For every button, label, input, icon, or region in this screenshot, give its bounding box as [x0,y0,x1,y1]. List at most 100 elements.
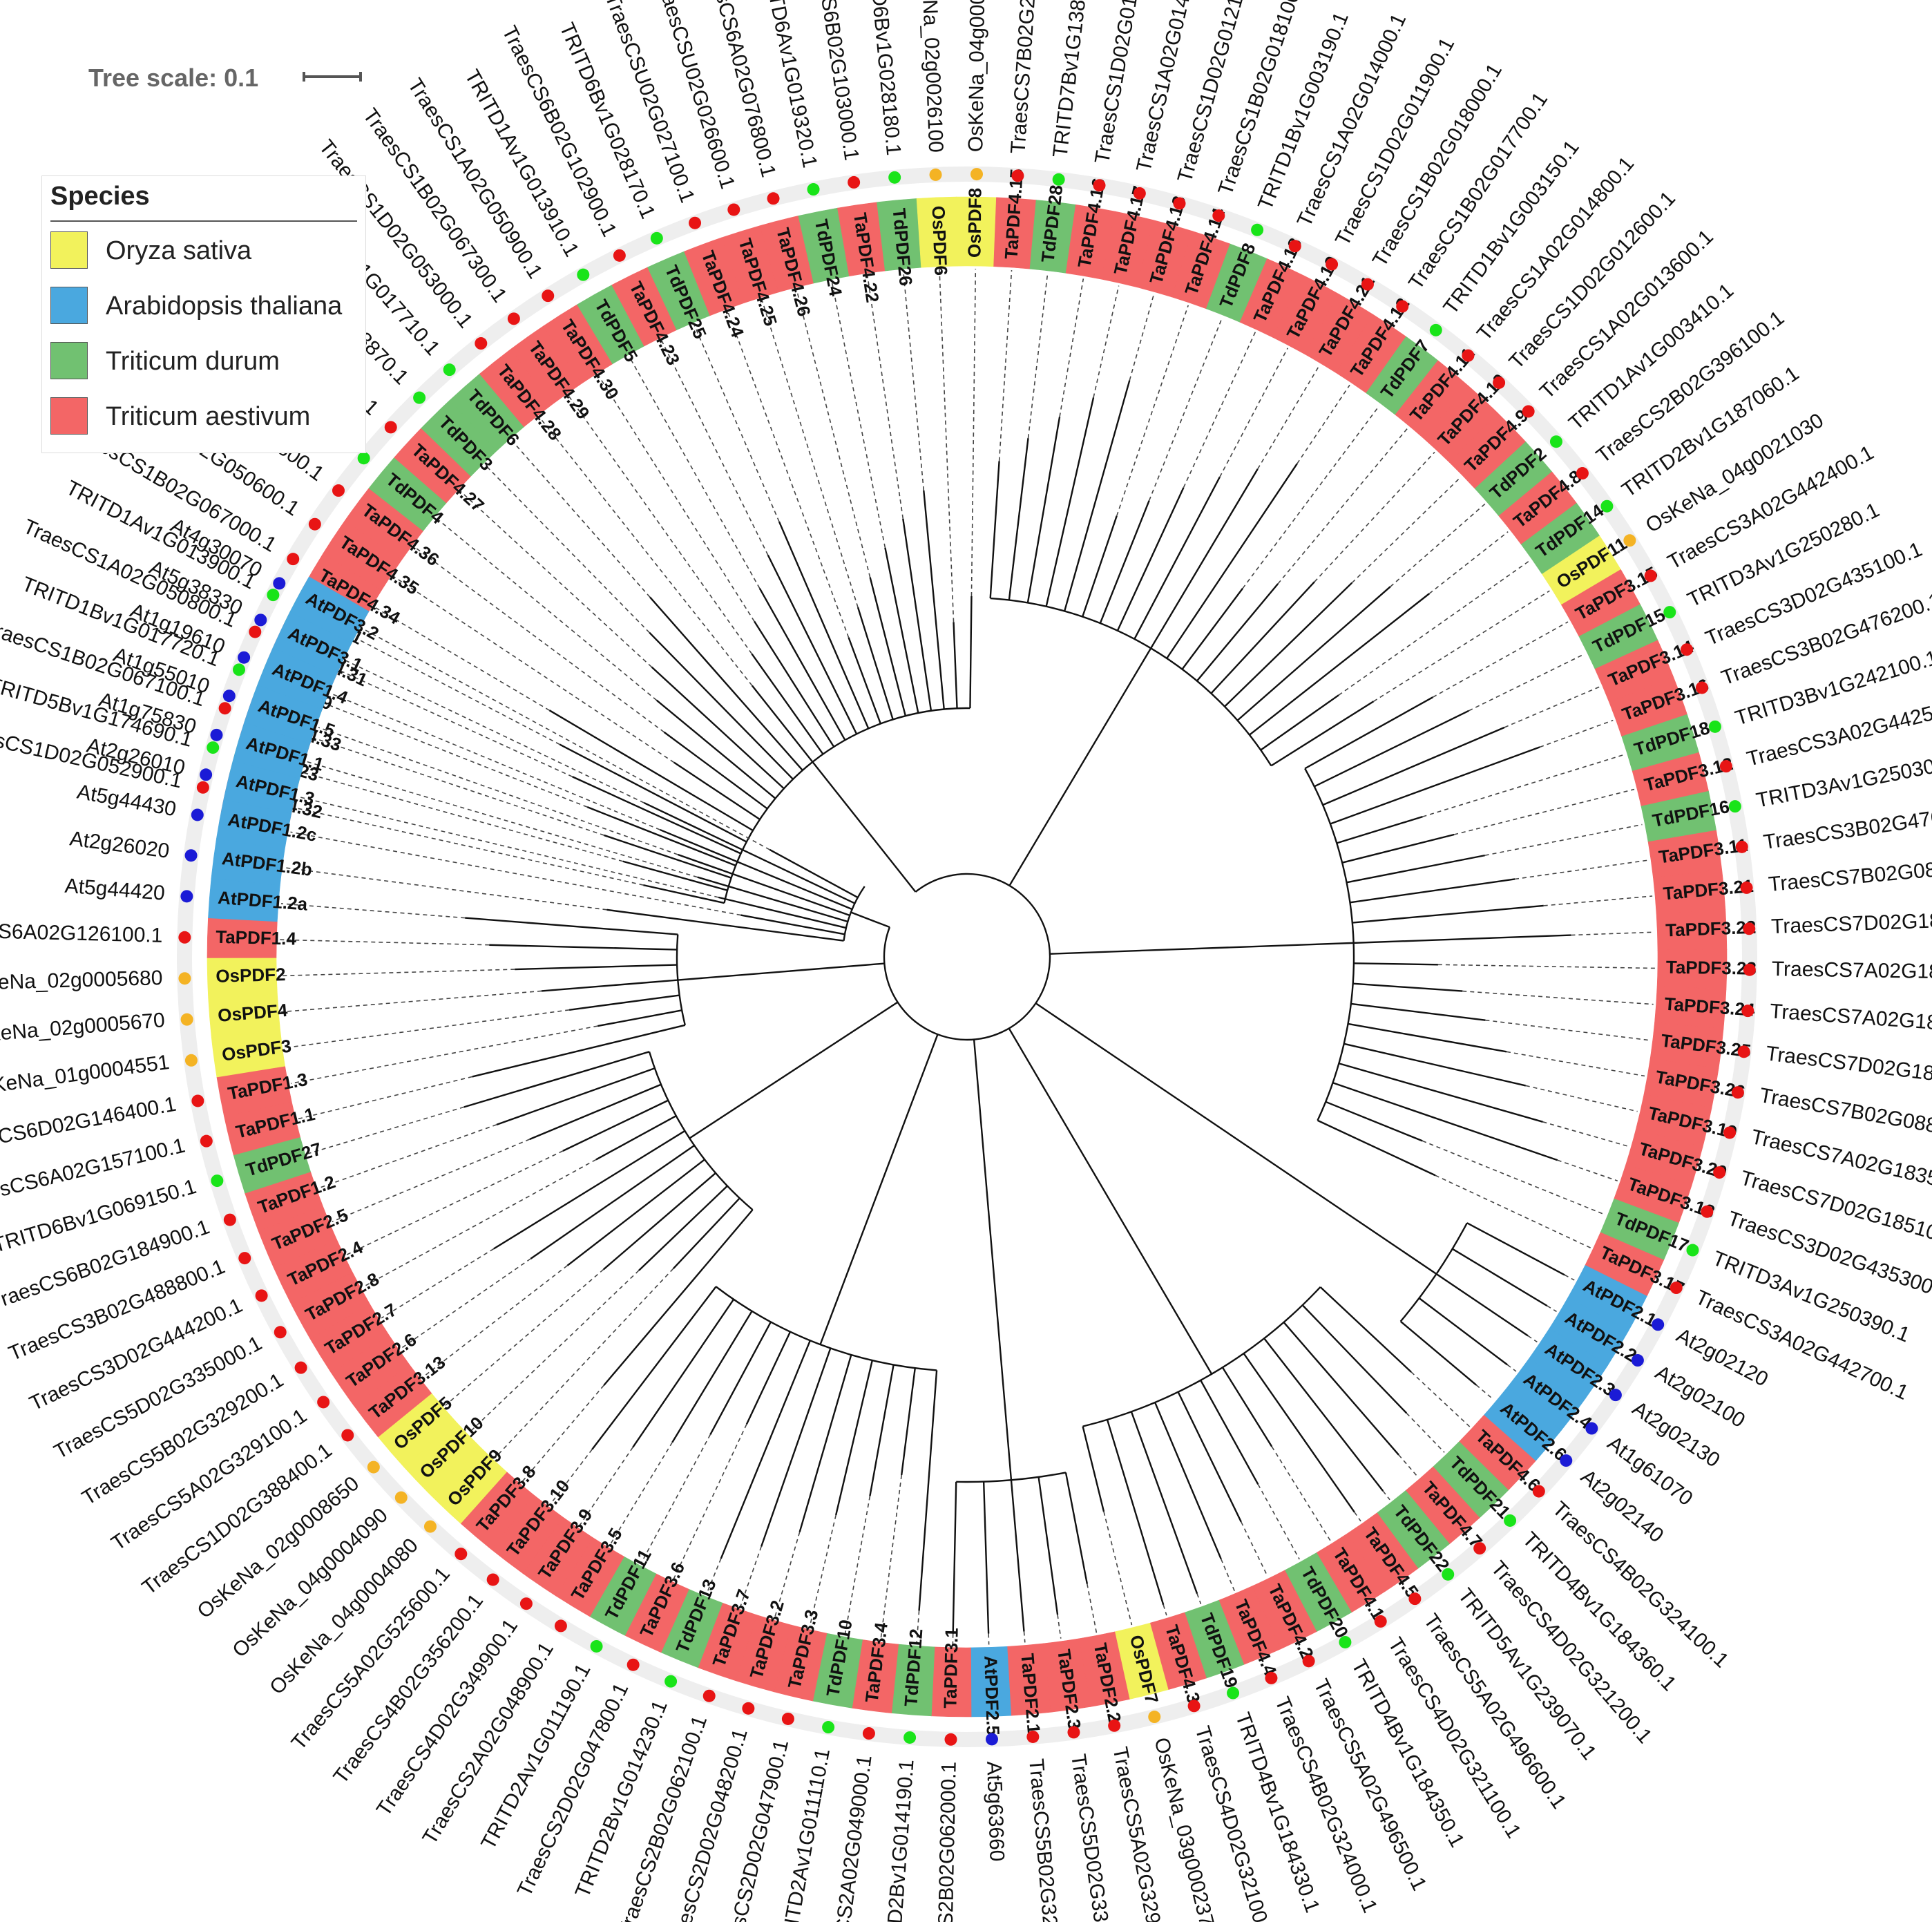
species-dot [443,363,456,377]
species-dot [702,1689,716,1702]
clade-branch [1049,942,1354,955]
leader-line [1373,590,1550,702]
gene-id-label: TraesCS7B02G088300.1 [1768,853,1932,896]
gene-id-label: OsKeNa_02g0005680 [0,967,163,995]
leader-line [356,638,560,745]
leaf-branch [1314,710,1469,788]
gene-id-label: TraesCS2A02G049000.1 [825,1754,877,1922]
gene-id-label: TraesCS6A02G126100.1 [0,919,163,947]
species-dot [1326,258,1339,271]
species-dot [1708,720,1721,733]
leader-line [1057,1614,1062,1639]
species-dot [970,168,983,181]
dot-track [177,166,1757,1747]
leaf-branch [761,1348,832,1547]
species-dot [1652,1318,1665,1331]
legend-swatch [50,397,88,435]
leader-line [629,356,761,589]
gene-id-label: TraesCS3B02G488800.1 [6,1255,229,1366]
leader-line [363,1159,597,1288]
species-dot [1576,467,1589,480]
species-dot [273,577,286,590]
leaf-branch [1008,438,1029,600]
leader-line [1163,1604,1167,1616]
leaf-branch [1106,1419,1165,1606]
species-dot [1549,435,1562,448]
leaf-branch [1196,583,1279,682]
species-dot [223,1213,236,1226]
leader-line [1506,1051,1645,1077]
leader-line [327,703,588,808]
species-dot [287,553,300,566]
leaf-branch [472,1024,686,1078]
leader-line [460,491,653,668]
species-dot [822,1721,835,1734]
species-dot [211,1174,224,1188]
species-dot [929,168,942,181]
species-dot [1701,1205,1714,1218]
species-dot [200,768,213,781]
leaf-branch [1332,1082,1558,1161]
leader-line [597,375,755,622]
leader-line [1257,1484,1300,1560]
gene-id-label: TraesCS3B02G476300.1 [1762,799,1932,854]
leaf-branch [566,1159,705,1266]
species-dot [1011,169,1024,182]
species-dot [1623,534,1636,547]
species-dot [1067,1726,1080,1739]
leader-line [1539,719,1614,748]
legend-swatch [50,342,88,379]
leader-line [318,727,678,855]
leaf-branch [515,964,678,971]
leaf-branch [1063,380,1131,611]
species-dot [367,1460,380,1474]
leader-line [1422,1140,1605,1215]
species-dot [1339,1635,1352,1648]
leaf-branch [769,848,859,899]
species-dot [1504,1514,1517,1527]
species-dot [1187,1700,1201,1713]
species-dot [650,231,663,245]
species-dot [1522,405,1535,418]
leaf-branch [1325,1101,1423,1142]
species-dot [1670,1282,1683,1295]
leaf-branch [740,914,845,935]
species-dot [1462,349,1475,362]
species-dot [254,613,267,627]
clade-arc [723,707,970,904]
leaf-branch [1353,934,1571,944]
leaf-branch [643,801,856,904]
leaf-branch [1301,1304,1408,1414]
species-dot [1265,1671,1278,1684]
species-dot [507,312,520,325]
leaf-branch [1166,463,1298,659]
species-dot [341,1429,354,1442]
gene-id-label: OsKeNa_02g0026100 [916,0,947,153]
leaf-branch [1304,696,1433,770]
gene-name-label: OsPDF2 [216,964,286,987]
leaf-branch [673,761,761,821]
leaf-branch [720,1340,811,1559]
leaf-branch [559,743,747,843]
species-dot [191,808,204,821]
leaf-branch [953,622,958,709]
leaf-branch [869,577,907,716]
leader-line [1354,1512,1361,1522]
leaf-branch [709,1321,772,1436]
gene-name-label: OsPDF8 [964,188,985,258]
species-dot [542,289,555,303]
leader-line [346,1150,564,1255]
leaf-branch [1348,1022,1507,1053]
species-dot [1741,1005,1754,1018]
leader-line [1485,1019,1650,1041]
leader-line [1221,1559,1235,1591]
species-dot [1361,278,1374,291]
leader-line [903,272,925,491]
leaf-branch [1010,1480,1025,1632]
leaf-branch [496,1067,656,1125]
leader-line [341,670,573,777]
leaf-branch [493,1130,686,1250]
leaf-branch [649,596,803,771]
leaf-branch [663,731,768,810]
species-dot [1695,681,1708,694]
